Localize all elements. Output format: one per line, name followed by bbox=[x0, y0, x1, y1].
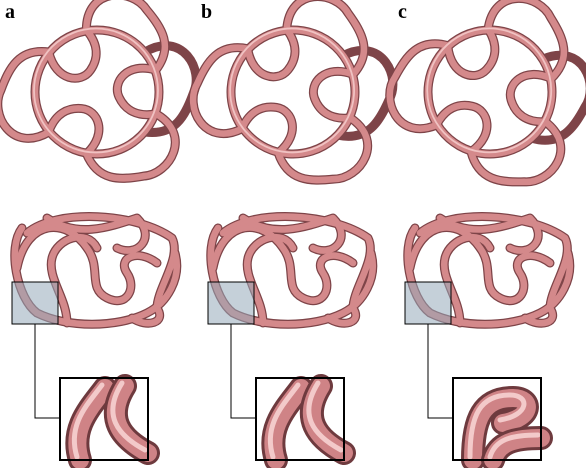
tube-highlight bbox=[467, 392, 527, 460]
zoom-frame bbox=[59, 377, 149, 461]
highlight-box bbox=[404, 281, 452, 325]
tube-highlight bbox=[71, 382, 105, 460]
tube-body bbox=[464, 388, 536, 468]
zoom-detail bbox=[461, 385, 553, 468]
panel-label: a bbox=[5, 1, 15, 23]
zoom-frame bbox=[255, 377, 345, 461]
zoom-frame bbox=[452, 377, 542, 461]
tube-highlight bbox=[306, 380, 344, 453]
zoom-detail bbox=[65, 374, 160, 468]
panel: b bbox=[187, 0, 400, 468]
tube-body bbox=[484, 429, 550, 468]
highlight-box bbox=[207, 281, 255, 325]
zoom-detail bbox=[261, 374, 356, 468]
knot-top-view bbox=[187, 0, 400, 205]
panel: c bbox=[377, 0, 586, 468]
knot-top-view bbox=[0, 0, 196, 198]
panel-label: b bbox=[201, 1, 212, 23]
tube-highlight bbox=[110, 380, 148, 453]
connector bbox=[230, 324, 256, 419]
panel: a bbox=[0, 0, 196, 468]
connector bbox=[34, 324, 60, 419]
connector bbox=[427, 324, 453, 419]
highlight-box bbox=[11, 281, 59, 325]
knot-top-view bbox=[377, 0, 586, 211]
tube-highlight bbox=[487, 432, 541, 460]
tube-highlight bbox=[267, 382, 301, 460]
panel-label: c bbox=[398, 1, 407, 23]
